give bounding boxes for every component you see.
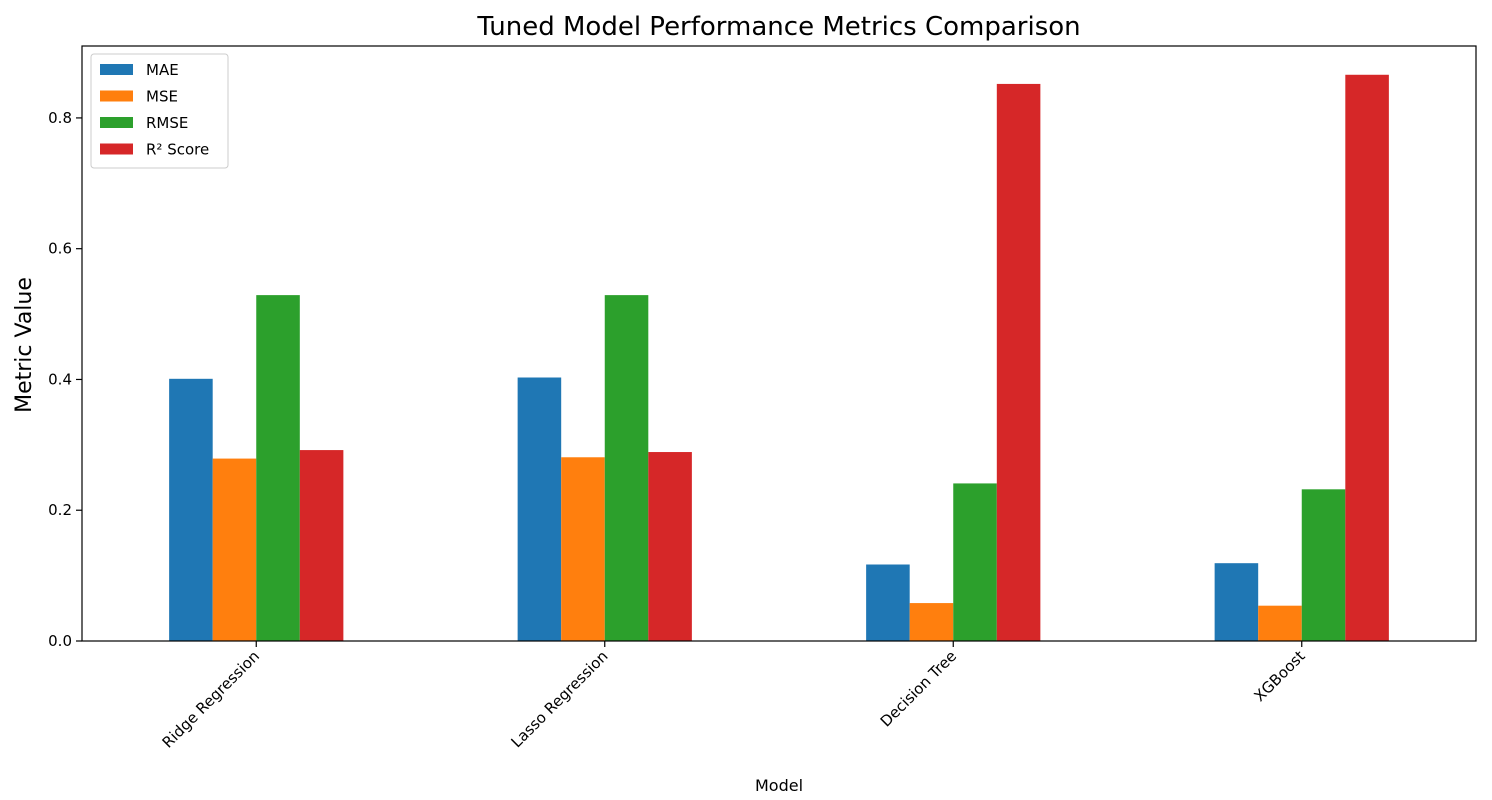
bar-rmse-lasso-regression bbox=[604, 295, 649, 641]
y-tick-label: 0.8 bbox=[48, 109, 72, 127]
y-axis-label: Metric Value bbox=[12, 277, 37, 413]
bar-r-score-xgboost bbox=[1345, 74, 1389, 641]
x-tick-label: Decision Tree bbox=[877, 647, 960, 730]
bar-rmse-ridge-regression bbox=[256, 295, 300, 641]
x-tick-label: Ridge Regression bbox=[159, 647, 263, 751]
legend-label: MAE bbox=[146, 61, 179, 79]
x-tick-label: XGBoost bbox=[1250, 647, 1308, 705]
legend-swatch bbox=[100, 117, 133, 128]
bar-mae-decision-tree bbox=[866, 564, 910, 641]
y-tick-label: 0.2 bbox=[48, 501, 72, 519]
x-axis-label: Model bbox=[755, 776, 803, 795]
bar-mse-ridge-regression bbox=[212, 458, 257, 641]
bar-mse-xgboost bbox=[1258, 605, 1302, 641]
legend-swatch bbox=[100, 90, 133, 102]
y-tick-label: 0.4 bbox=[48, 370, 72, 388]
bars-layer bbox=[169, 74, 1389, 642]
bar-mse-decision-tree bbox=[909, 603, 954, 641]
y-tick-label: 0.0 bbox=[48, 632, 72, 650]
bar-mae-ridge-regression bbox=[169, 378, 213, 641]
x-tick-label: Lasso Regression bbox=[508, 647, 612, 751]
legend-swatch bbox=[100, 143, 133, 155]
plot-frame bbox=[81, 45, 1477, 642]
y-tick-label: 0.6 bbox=[48, 240, 72, 258]
bar-mae-lasso-regression bbox=[517, 377, 562, 641]
x-axis: Ridge Regression Lasso Regression Decision… bbox=[159, 641, 1309, 752]
legend-label: R² Score bbox=[146, 141, 209, 159]
bar-mse-lasso-regression bbox=[561, 457, 605, 641]
bar-mae-xgboost bbox=[1214, 563, 1259, 641]
legend-box bbox=[90, 53, 229, 169]
legend-label: RMSE bbox=[146, 114, 188, 132]
bar-r-score-decision-tree bbox=[996, 83, 1041, 642]
chart-title: Tuned Model Performance Metrics Comparis… bbox=[476, 12, 1080, 42]
legend-swatch bbox=[100, 64, 133, 75]
legend-label: MSE bbox=[146, 88, 178, 106]
legend: MAE MSE RMSE R² Score bbox=[90, 53, 229, 169]
bar-r-score-lasso-regression bbox=[648, 452, 692, 641]
bar-rmse-decision-tree bbox=[953, 483, 997, 641]
bar-r-score-ridge-regression bbox=[299, 450, 344, 641]
bar-rmse-xgboost bbox=[1301, 489, 1346, 641]
y-axis: 0.0 0.2 0.4 0.6 0.8 bbox=[48, 109, 82, 650]
